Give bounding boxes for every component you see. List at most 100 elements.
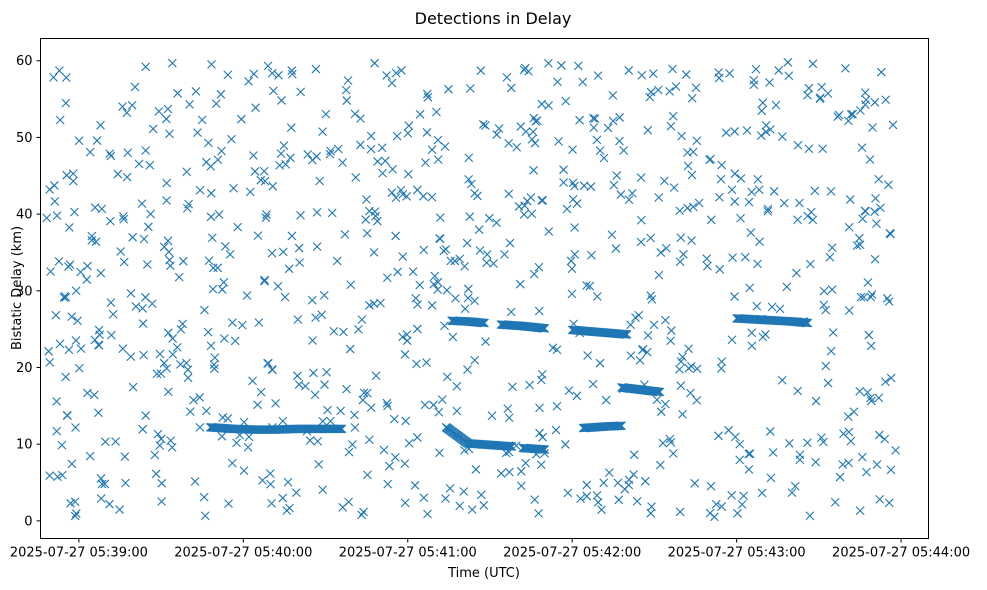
- detection-point: [118, 102, 127, 111]
- detection-point: [826, 346, 836, 356]
- detection-point: [463, 293, 473, 303]
- detection-point: [452, 406, 462, 416]
- detection-point: [863, 278, 873, 287]
- detection-point: [387, 78, 397, 88]
- detection-point: [817, 82, 827, 92]
- detection-point: [359, 388, 369, 398]
- detection-point: [582, 491, 592, 501]
- detection-point: [387, 188, 397, 198]
- detection-point: [538, 432, 548, 442]
- detection-point: [97, 479, 107, 489]
- detection-point: [174, 272, 184, 282]
- detection-point: [561, 96, 571, 106]
- detection-point: [636, 237, 646, 247]
- detection-point: [92, 136, 102, 145]
- detection-point: [808, 215, 818, 225]
- detection-point: [244, 76, 253, 86]
- track-detection-point: [655, 387, 665, 397]
- detection-point: [870, 254, 880, 264]
- detection-point: [552, 401, 562, 411]
- detection-point: [208, 284, 218, 294]
- detection-point: [441, 494, 450, 503]
- detection-point: [313, 436, 323, 446]
- detection-point: [50, 196, 60, 206]
- detection-point: [578, 77, 588, 87]
- detection-point: [57, 470, 67, 480]
- track-detection-point: [538, 445, 548, 454]
- detection-point: [612, 171, 622, 180]
- detection-point: [669, 183, 679, 192]
- detection-point: [784, 438, 794, 448]
- detection-point: [564, 386, 574, 396]
- detection-point: [736, 213, 745, 223]
- detection-point: [271, 398, 280, 408]
- detection-point: [429, 279, 439, 289]
- detection-point: [419, 245, 429, 255]
- detection-point: [429, 400, 438, 410]
- detection-point: [97, 204, 107, 214]
- detection-point: [176, 325, 186, 334]
- track-detection-point: [654, 387, 664, 397]
- detection-point: [755, 237, 764, 247]
- detection-point: [891, 445, 900, 455]
- detection-point: [415, 109, 425, 119]
- detection-point: [141, 62, 151, 72]
- detection-point: [817, 433, 826, 443]
- detection-point: [585, 281, 595, 291]
- detection-point: [471, 465, 481, 474]
- detection-point: [137, 199, 147, 209]
- detection-point: [412, 324, 422, 334]
- detection-point: [65, 260, 75, 269]
- detection-point: [61, 292, 71, 302]
- detection-point: [678, 249, 688, 259]
- detection-point: [793, 140, 803, 150]
- detection-point: [465, 84, 475, 93]
- detection-point: [544, 227, 554, 236]
- detection-point: [727, 335, 737, 345]
- track-detection-point: [333, 424, 343, 434]
- track-detection-point: [651, 387, 661, 396]
- detection-point: [858, 214, 867, 224]
- detection-point: [225, 250, 235, 259]
- detection-point: [735, 455, 745, 465]
- detection-point: [45, 471, 55, 481]
- detection-point: [872, 219, 881, 229]
- detection-point: [476, 66, 486, 76]
- detection-point: [884, 297, 894, 306]
- detection-point: [671, 82, 681, 91]
- detection-point: [154, 107, 164, 116]
- detection-point: [155, 349, 165, 359]
- detection-point: [211, 99, 221, 109]
- detection-point: [779, 198, 789, 208]
- detection-point: [59, 293, 69, 302]
- detection-point: [753, 174, 763, 184]
- detection-point: [433, 285, 443, 294]
- detection-point: [138, 303, 147, 313]
- detection-point: [774, 66, 784, 75]
- detection-point: [753, 259, 762, 269]
- detection-point: [229, 183, 238, 193]
- detection-point: [629, 470, 638, 479]
- detection-point: [592, 490, 602, 500]
- detection-point: [793, 215, 802, 225]
- detection-point: [675, 257, 685, 267]
- detection-point: [525, 380, 534, 390]
- detection-point: [224, 499, 233, 508]
- detection-point: [519, 210, 529, 219]
- track-detection-point: [337, 424, 347, 434]
- detection-point: [756, 131, 766, 140]
- detection-point: [105, 149, 115, 159]
- detection-point: [217, 285, 227, 294]
- detection-point: [552, 345, 562, 355]
- detection-point: [71, 509, 81, 518]
- detection-point: [260, 275, 270, 285]
- detection-point: [199, 492, 209, 502]
- detection-point: [318, 127, 327, 136]
- detection-point: [534, 508, 543, 518]
- track-detection-point: [621, 330, 631, 339]
- detection-point: [881, 377, 890, 387]
- data-points: [42, 57, 900, 522]
- detection-point: [87, 231, 97, 241]
- detection-point: [658, 438, 668, 448]
- detection-point: [744, 465, 754, 474]
